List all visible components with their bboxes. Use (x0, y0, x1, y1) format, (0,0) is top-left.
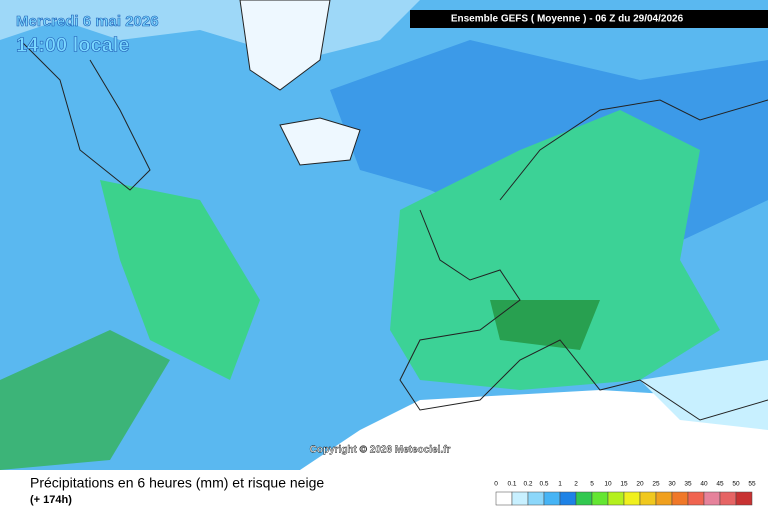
legend-label: 25 (652, 481, 660, 488)
legend-label: 20 (636, 481, 644, 488)
legend-swatch (639, 491, 657, 506)
europe-precip (390, 110, 720, 390)
green-band (100, 180, 260, 380)
greenland (239, 0, 331, 91)
legend-label: 1 (558, 481, 562, 488)
legend-swatch (719, 491, 737, 506)
alps-precip (490, 300, 600, 350)
legend-swatch (703, 491, 721, 506)
legend-label: 2 (574, 481, 578, 488)
model-run: Ensemble GEFS ( Moyenne ) - 06 Z du 29/0… (451, 14, 684, 25)
dry-area (300, 390, 768, 470)
legend-label: 0.5 (539, 481, 548, 488)
legend-swatch (527, 491, 545, 506)
legend-swatch (623, 491, 641, 506)
coastline (19, 39, 151, 191)
legend-label: 0.1 (507, 481, 516, 488)
legend-swatch (543, 491, 561, 506)
time: 14:00 locale (16, 34, 129, 56)
legend-label: 50 (732, 481, 740, 488)
legend-label: 15 (620, 481, 628, 488)
legend-label: 55 (748, 481, 756, 488)
legend-label: 40 (700, 481, 708, 488)
legend-label: 0 (494, 481, 498, 488)
legend-label: 45 (716, 481, 724, 488)
legend-label: 5 (590, 481, 594, 488)
legend-label: 35 (684, 481, 692, 488)
green-band (0, 330, 170, 470)
light-precip (640, 360, 768, 430)
legend-label: 30 (668, 481, 676, 488)
legend-swatch (655, 491, 673, 506)
legend-swatch (607, 491, 625, 506)
legend-swatch (591, 491, 609, 506)
legend-label: 0.2 (523, 481, 532, 488)
legend: 0 0.1 0.2 0.5 1 2 5 10 15 20 25 30 35 40 45 50 55 (494, 481, 756, 506)
lead-time: (+ 174h) (30, 494, 72, 506)
legend-label: 10 (604, 481, 612, 488)
legend-swatch (495, 491, 513, 506)
legend-swatch (511, 491, 529, 506)
model-bar (410, 10, 768, 28)
footer-title: Précipitations en 6 heures (mm) et risqu… (30, 475, 324, 491)
iceland (279, 117, 361, 166)
copyright: Copyright © 2026 Meteociel.fr (310, 445, 451, 456)
legend-swatch (671, 491, 689, 506)
date: Mercredi 6 mai 2026 (16, 13, 159, 30)
legend-swatch (559, 491, 577, 506)
coastline (399, 99, 768, 421)
legend-swatch (687, 491, 705, 506)
legend-swatch (575, 491, 593, 506)
legend-swatch (735, 491, 753, 506)
